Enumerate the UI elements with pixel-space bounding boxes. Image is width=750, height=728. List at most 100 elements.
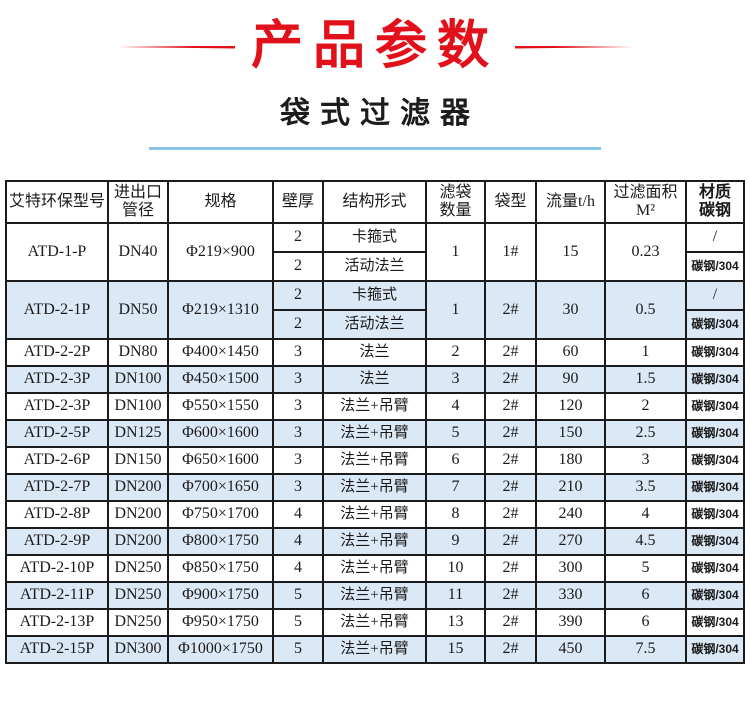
cell-bag-count: 9 xyxy=(425,527,486,556)
cell-wall-thickness: 5 xyxy=(272,581,324,610)
table-row: ATD-2-10P DN250 Φ850×1750 4 法兰+吊臂 10 2# 300 5 碳钢/… xyxy=(5,554,745,583)
cell-flow: 330 xyxy=(535,581,606,610)
cell-pipe-diameter: DN100 xyxy=(107,365,169,394)
cell-model: ATD-2-2P xyxy=(5,338,109,367)
banner: 产品参数 xyxy=(0,14,750,80)
cell-spec: Φ550×1550 xyxy=(167,392,274,421)
cell-material: 碳钢/304 xyxy=(685,554,745,583)
cell-spec: Φ700×1650 xyxy=(167,473,274,502)
table-row: ATD-2-1P DN50 Φ219×1310 2 卡箍式 1 2# 30 0.5/ xyxy=(5,280,745,340)
cell-bag-count: 5 xyxy=(425,419,486,448)
cell-structure: 卡箍式 xyxy=(322,280,427,311)
cell-model: ATD-2-1P xyxy=(5,280,109,340)
cell-flow: 90 xyxy=(535,365,606,394)
table-row: ATD-1-P DN40 Φ219×900 2 卡箍式 1 1# 15 0.23/ xyxy=(5,222,745,282)
cell-bag-count: 7 xyxy=(425,473,486,502)
cell-spec: Φ950×1750 xyxy=(167,608,274,637)
cell-filter-area: 4 xyxy=(604,500,687,529)
table-row: ATD-2-5P DN125 Φ600×1600 3 法兰+吊臂 5 2# 150 2.5 碳钢/… xyxy=(5,419,745,448)
cell-structure: 活动法兰 xyxy=(322,251,427,282)
cell-spec: Φ750×1700 xyxy=(167,500,274,529)
cell-model: ATD-2-8P xyxy=(5,500,109,529)
cell-wall-thickness: 3 xyxy=(272,419,324,448)
cell-flow: 60 xyxy=(535,338,606,367)
cell-wall-thickness: 2 xyxy=(272,309,324,340)
cell-model: ATD-2-10P xyxy=(5,554,109,583)
cell-filter-area: 5 xyxy=(604,554,687,583)
cell-material: / xyxy=(685,280,745,311)
cell-pipe-diameter: DN80 xyxy=(107,338,169,367)
table-row: 2 活动法兰 碳钢/304 xyxy=(6,251,745,282)
cell-bag-type: 2# xyxy=(484,446,537,475)
cell-flow: 120 xyxy=(535,392,606,421)
column-header-filter-area: 过滤面积M² xyxy=(604,180,687,224)
cell-material: 碳钢/304 xyxy=(685,500,745,529)
cell-structure: 活动法兰 xyxy=(322,309,427,340)
cell-flow: 210 xyxy=(535,473,606,502)
cell-filter-area: 1 xyxy=(604,338,687,367)
cell-structure: 法兰+吊臂 xyxy=(322,635,427,664)
cell-flow: 300 xyxy=(535,554,606,583)
cell-filter-area: 1.5 xyxy=(604,365,687,394)
cell-spec: Φ650×1600 xyxy=(167,446,274,475)
cell-material: / xyxy=(685,222,745,253)
table-row: ATD-2-15P DN300 Φ1000×1750 5 法兰+吊臂 15 2# 450 7.5… xyxy=(5,635,745,664)
cell-spec: Φ219×900 xyxy=(167,222,274,282)
cell-filter-area: 3 xyxy=(604,446,687,475)
cell-bag-type: 2# xyxy=(484,500,537,529)
column-header-spec: 规格 xyxy=(167,180,274,224)
column-header-wall-thickness: 壁厚 xyxy=(272,180,324,224)
cell-material: 碳钢/304 xyxy=(685,309,745,340)
cell-wall-thickness: 5 xyxy=(272,608,324,637)
cell-flow: 15 xyxy=(535,222,606,282)
table-row: ATD-2-8P DN200 Φ750×1700 4 法兰+吊臂 8 2# 240 4 碳钢/30… xyxy=(5,500,745,529)
cell-pipe-diameter: DN250 xyxy=(107,554,169,583)
cell-model: ATD-2-11P xyxy=(5,581,109,610)
cell-pipe-diameter: DN250 xyxy=(107,608,169,637)
cell-structure: 法兰+吊臂 xyxy=(322,527,427,556)
cell-spec: Φ800×1750 xyxy=(167,527,274,556)
cell-pipe-diameter: DN200 xyxy=(107,500,169,529)
cell-bag-type: 2# xyxy=(484,280,537,340)
cell-bag-type: 2# xyxy=(484,608,537,637)
cell-pipe-diameter: DN125 xyxy=(107,419,169,448)
cell-pipe-diameter: DN200 xyxy=(107,527,169,556)
cell-spec: Φ450×1500 xyxy=(167,365,274,394)
cell-bag-type: 2# xyxy=(484,581,537,610)
cell-material: 碳钢/304 xyxy=(685,527,745,556)
cell-bag-type: 2# xyxy=(484,527,537,556)
cell-filter-area: 7.5 xyxy=(604,635,687,664)
cell-material: 碳钢/304 xyxy=(685,635,745,664)
column-header-model: 艾特环保型号 xyxy=(5,180,109,224)
cell-filter-area: 6 xyxy=(604,608,687,637)
cell-structure: 法兰+吊臂 xyxy=(322,446,427,475)
cell-bag-type: 1# xyxy=(484,222,537,282)
column-header-flow: 流量t/h xyxy=(535,180,606,224)
cell-structure: 卡箍式 xyxy=(322,222,427,253)
subtitle-divider xyxy=(149,147,601,150)
cell-bag-count: 13 xyxy=(425,608,486,637)
cell-wall-thickness: 4 xyxy=(272,527,324,556)
column-header-bag-count: 滤袋 数量 xyxy=(425,180,486,224)
cell-model: ATD-2-6P xyxy=(5,446,109,475)
cell-spec: Φ1000×1750 xyxy=(167,635,274,664)
cell-model: ATD-2-5P xyxy=(5,419,109,448)
cell-pipe-diameter: DN200 xyxy=(107,473,169,502)
page: { "banner": { "title": "产品参数", "accent_c… xyxy=(0,14,750,728)
cell-flow: 450 xyxy=(535,635,606,664)
cell-material: 碳钢/304 xyxy=(685,392,745,421)
cell-bag-count: 8 xyxy=(425,500,486,529)
cell-pipe-diameter: DN40 xyxy=(107,222,169,282)
cell-pipe-diameter: DN100 xyxy=(107,392,169,421)
cell-bag-count: 6 xyxy=(425,446,486,475)
cell-flow: 30 xyxy=(535,280,606,340)
cell-spec: Φ900×1750 xyxy=(167,581,274,610)
banner-accent-line-left xyxy=(116,45,235,49)
cell-material: 碳钢/304 xyxy=(685,581,745,610)
cell-bag-count: 11 xyxy=(425,581,486,610)
cell-material: 碳钢/304 xyxy=(685,338,745,367)
cell-bag-count: 10 xyxy=(425,554,486,583)
cell-wall-thickness: 3 xyxy=(272,473,324,502)
cell-bag-type: 2# xyxy=(484,473,537,502)
table-body: ATD-1-P DN40 Φ219×900 2 卡箍式 1 1# 15 0.23/2 活动法兰 碳钢… xyxy=(5,222,745,664)
